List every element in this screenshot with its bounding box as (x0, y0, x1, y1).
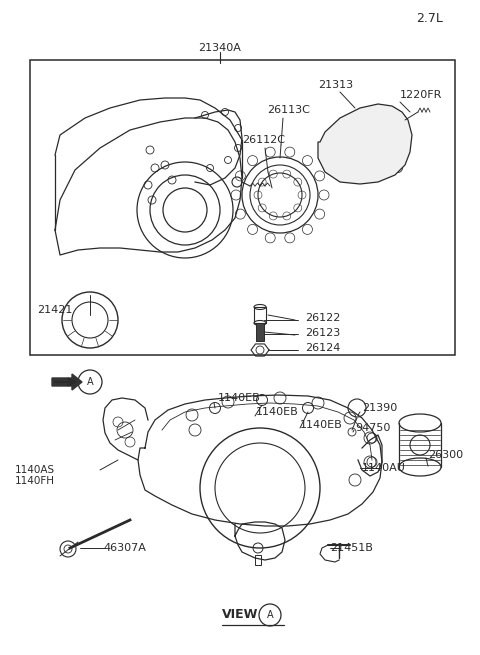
Text: 1140EB: 1140EB (218, 393, 261, 403)
Text: 1140FH: 1140FH (15, 476, 55, 486)
Text: 94750: 94750 (355, 423, 390, 433)
Text: 1140EB: 1140EB (300, 420, 343, 430)
Text: 26123: 26123 (305, 328, 340, 338)
Polygon shape (318, 104, 412, 184)
Text: 26124: 26124 (305, 343, 340, 353)
Text: 21421: 21421 (37, 305, 72, 315)
Text: 21340A: 21340A (199, 43, 241, 53)
Text: 2.7L: 2.7L (417, 12, 444, 24)
Polygon shape (52, 374, 82, 390)
Text: 21451B: 21451B (330, 543, 373, 553)
Text: 1140AU: 1140AU (362, 463, 406, 473)
Text: 26122: 26122 (305, 313, 340, 323)
Text: 26113C: 26113C (267, 105, 310, 115)
Text: 26112C: 26112C (242, 135, 285, 145)
Text: A: A (267, 610, 273, 620)
Bar (254, 307, 266, 323)
Text: 1220FR: 1220FR (400, 90, 443, 100)
Text: A: A (87, 377, 93, 387)
Text: VIEW: VIEW (222, 608, 258, 622)
Bar (255, 555, 261, 565)
Text: 21313: 21313 (318, 80, 353, 90)
Text: 26300: 26300 (428, 450, 463, 460)
Text: 46307A: 46307A (103, 543, 146, 553)
Bar (30, 60, 455, 355)
Text: 21390: 21390 (362, 403, 397, 413)
Text: 1140AS: 1140AS (15, 465, 55, 475)
Text: 1140EB: 1140EB (256, 407, 299, 417)
Bar (256, 323, 264, 341)
